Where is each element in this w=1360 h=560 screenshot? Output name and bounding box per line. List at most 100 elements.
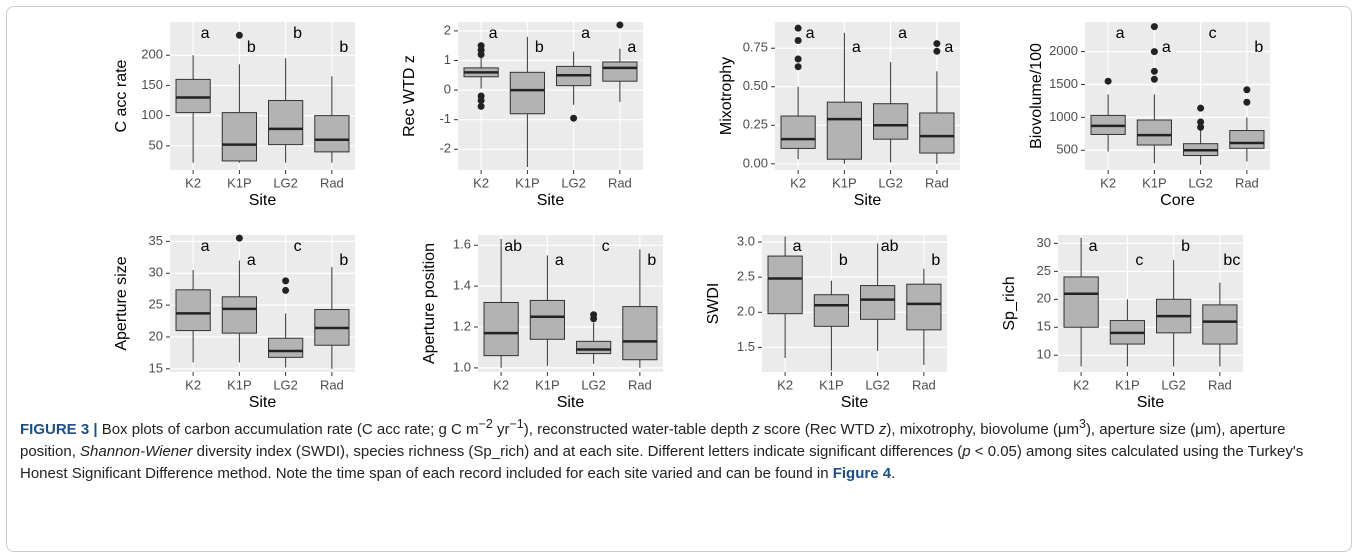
significance-letter: a <box>1116 25 1125 42</box>
outlier <box>1197 123 1205 131</box>
y-tick-label: 3.0 <box>737 233 755 248</box>
x-tick-label: Rad <box>1208 377 1232 392</box>
y-tick-label: 1.4 <box>453 278 471 293</box>
significance-letter: b <box>293 25 302 42</box>
x-tick-label: K2 <box>473 175 489 190</box>
significance-letter: ab <box>504 238 522 255</box>
significance-letter: b <box>247 39 256 56</box>
box <box>813 294 849 327</box>
significance-letter: bc <box>1223 252 1240 269</box>
outlier <box>1150 23 1158 31</box>
x-tick-label: LG2 <box>561 175 586 190</box>
caption-sup: −1 <box>509 417 524 431</box>
x-axis-title: Site <box>537 192 565 209</box>
caption-label: FIGURE 3 | <box>20 421 98 438</box>
x-tick-label: LG2 <box>1188 175 1213 190</box>
box <box>1202 304 1238 345</box>
significance-letter: c <box>602 238 610 255</box>
box <box>314 115 350 153</box>
box <box>602 61 638 82</box>
significance-letter: b <box>1254 39 1263 56</box>
x-axis-title: Site <box>249 192 277 209</box>
box <box>919 112 955 154</box>
box <box>767 255 803 315</box>
x-axis-title: Site <box>1137 394 1165 410</box>
x-tick-label: K1P <box>227 175 252 190</box>
x-tick-label: LG2 <box>878 175 903 190</box>
y-tick-label: -2 <box>439 141 451 156</box>
y-axis-title: Mixotrophy <box>718 57 735 135</box>
caption-text: Box plots of carbon accumulation rate (C… <box>97 421 479 438</box>
significance-letter: c <box>294 238 302 255</box>
y-tick-label: 50 <box>149 137 163 152</box>
y-tick-label: -1 <box>439 111 451 126</box>
box <box>860 285 896 320</box>
y-tick-label: 100 <box>141 107 163 122</box>
x-tick-label: K2 <box>185 175 201 190</box>
significance-letter: a <box>898 25 907 42</box>
x-tick-label: Rad <box>320 377 344 392</box>
outlier <box>1197 118 1205 126</box>
y-tick-label: 2000 <box>1049 43 1078 58</box>
x-axis-title: Site <box>249 394 277 410</box>
significance-letter: a <box>852 39 861 56</box>
x-tick-label: K1P <box>1115 377 1140 392</box>
box <box>873 103 909 140</box>
x-tick-label: K1P <box>515 175 540 190</box>
x-tick-label: Rad <box>925 175 949 190</box>
y-tick-label: 1 <box>444 52 451 67</box>
box <box>509 71 545 115</box>
x-tick-label: K2 <box>185 377 201 392</box>
box <box>906 283 942 331</box>
y-axis-title: C acc rate <box>113 59 130 132</box>
caption-text: ), mixotrophy, biovolume (μm <box>886 421 1079 438</box>
caption-text: yr <box>492 421 510 438</box>
x-tick-label: Rad <box>320 175 344 190</box>
outlier <box>235 31 243 39</box>
y-tick-label: 30 <box>149 265 163 280</box>
frame <box>6 6 1352 552</box>
box <box>175 78 211 114</box>
box <box>221 112 257 162</box>
significance-letter: a <box>247 252 256 269</box>
significance-letter: b <box>647 252 656 269</box>
x-tick-label: K2 <box>777 377 793 392</box>
box <box>268 337 304 358</box>
x-axis-title: Site <box>854 192 882 209</box>
box <box>826 101 862 160</box>
outlier <box>794 63 802 71</box>
outlier <box>933 40 941 48</box>
caption-italic: z <box>752 421 760 438</box>
y-axis-title: SWDI <box>705 283 722 325</box>
x-tick-label: K1P <box>1142 175 1167 190</box>
x-tick-label: K2 <box>493 377 509 392</box>
box <box>1063 276 1099 328</box>
x-axis-title: Core <box>1160 192 1195 209</box>
y-tick-label: 1000 <box>1049 109 1078 124</box>
significance-letter: a <box>627 39 636 56</box>
x-axis-title: Site <box>557 394 585 410</box>
caption-italic: z <box>878 421 887 438</box>
caption-link[interactable]: Figure 4 <box>832 465 892 482</box>
outlier <box>794 55 802 63</box>
y-tick-label: 500 <box>1056 142 1078 157</box>
y-tick-label: 0 <box>444 82 451 97</box>
significance-letter: a <box>944 39 953 56</box>
outlier <box>1197 104 1205 112</box>
outlier <box>1243 98 1251 106</box>
significance-letter: a <box>793 238 802 255</box>
y-tick-label: 30 <box>1037 235 1051 250</box>
significance-letter: b <box>931 252 940 269</box>
x-tick-label: LG2 <box>865 377 890 392</box>
significance-letter: a <box>1162 39 1171 56</box>
outlier <box>794 24 802 32</box>
y-tick-label: 150 <box>141 77 163 92</box>
y-tick-label: 20 <box>149 328 163 343</box>
caption-text: ), reconstructed water-table depth <box>523 421 753 438</box>
outlier <box>590 311 598 319</box>
box <box>529 299 565 340</box>
y-tick-label: 15 <box>1037 319 1051 334</box>
y-axis-title: Aperture size <box>113 256 130 350</box>
y-tick-label: 25 <box>149 297 163 312</box>
